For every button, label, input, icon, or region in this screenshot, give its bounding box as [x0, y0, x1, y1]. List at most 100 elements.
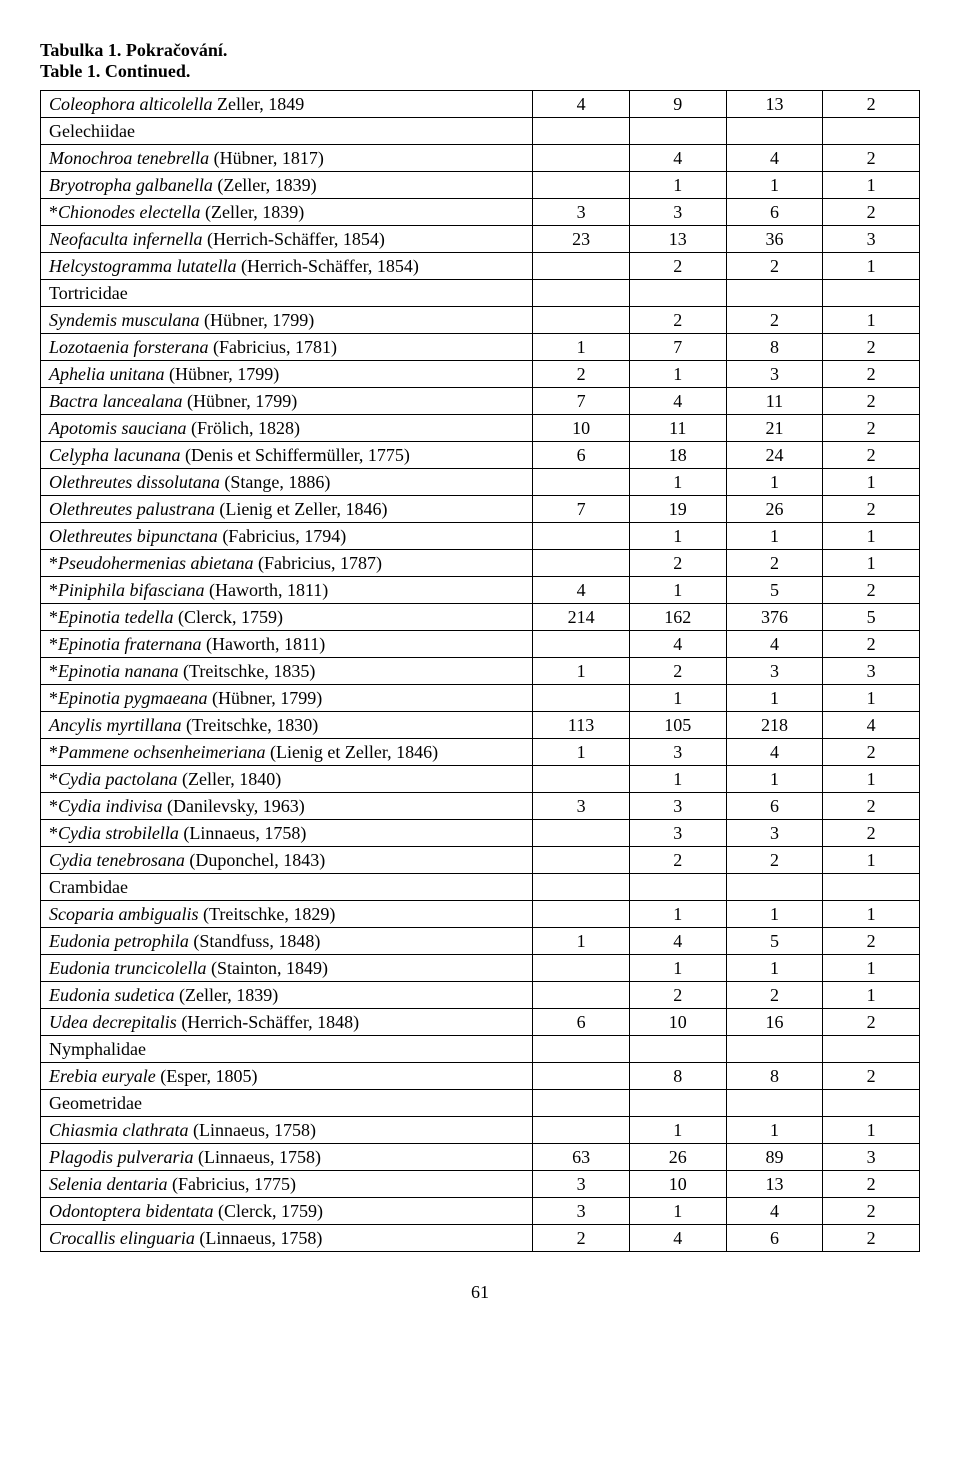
value-cell: 1 [629, 685, 726, 712]
value-cell: 5 [823, 604, 920, 631]
value-cell: 1 [823, 523, 920, 550]
table-row: Neofaculta infernella (Herrich-Schäffer,… [41, 226, 920, 253]
caption-line-1: Tabulka 1. Pokračování. [40, 40, 920, 61]
value-cell: 2 [726, 253, 823, 280]
value-cell: 4 [533, 91, 630, 118]
value-cell [726, 1036, 823, 1063]
value-cell: 1 [629, 1117, 726, 1144]
value-cell [533, 982, 630, 1009]
table-row: Erebia euryale (Esper, 1805)882 [41, 1063, 920, 1090]
value-cell [726, 280, 823, 307]
value-cell: 2 [823, 199, 920, 226]
species-name-cell: Neofaculta infernella (Herrich-Schäffer,… [41, 226, 533, 253]
table-row: Cydia tenebrosana (Duponchel, 1843)221 [41, 847, 920, 874]
value-cell: 4 [823, 712, 920, 739]
value-cell: 3 [629, 820, 726, 847]
value-cell: 3 [533, 1198, 630, 1225]
species-name-cell: Monochroa tenebrella (Hübner, 1817) [41, 145, 533, 172]
value-cell: 1 [823, 766, 920, 793]
value-cell: 23 [533, 226, 630, 253]
value-cell: 2 [823, 1171, 920, 1198]
value-cell: 4 [629, 388, 726, 415]
species-name-cell: Geometridae [41, 1090, 533, 1117]
value-cell: 1 [726, 1117, 823, 1144]
value-cell: 3 [823, 226, 920, 253]
value-cell [533, 253, 630, 280]
table-row: *Pammene ochsenheimeriana (Lienig et Zel… [41, 739, 920, 766]
value-cell: 1 [629, 766, 726, 793]
species-table: Coleophora alticolella Zeller, 184949132… [40, 90, 920, 1252]
value-cell: 2 [629, 658, 726, 685]
value-cell: 1 [629, 955, 726, 982]
table-row: Plagodis pulveraria (Linnaeus, 1758)6326… [41, 1144, 920, 1171]
table-row: Bactra lancealana (Hübner, 1799)74112 [41, 388, 920, 415]
species-name-cell: *Cydia strobilella (Linnaeus, 1758) [41, 820, 533, 847]
table-row: Eudonia sudetica (Zeller, 1839)221 [41, 982, 920, 1009]
value-cell: 3 [629, 199, 726, 226]
species-name-cell: Olethreutes bipunctana (Fabricius, 1794) [41, 523, 533, 550]
table-row: Eudonia petrophila (Standfuss, 1848)1452 [41, 928, 920, 955]
species-name-cell: *Epinotia pygmaeana (Hübner, 1799) [41, 685, 533, 712]
value-cell: 2 [823, 820, 920, 847]
value-cell: 3 [533, 199, 630, 226]
value-cell [533, 1090, 630, 1117]
value-cell: 2 [629, 550, 726, 577]
species-name-cell: Bryotropha galbanella (Zeller, 1839) [41, 172, 533, 199]
value-cell: 6 [533, 1009, 630, 1036]
value-cell: 13 [726, 91, 823, 118]
value-cell: 63 [533, 1144, 630, 1171]
value-cell: 1 [533, 658, 630, 685]
value-cell: 214 [533, 604, 630, 631]
table-row: *Pseudohermenias abietana (Fabricius, 17… [41, 550, 920, 577]
table-row: *Epinotia fraternana (Haworth, 1811)442 [41, 631, 920, 658]
table-row: *Epinotia nanana (Treitschke, 1835)1233 [41, 658, 920, 685]
caption-line-2: Table 1. Continued. [40, 61, 920, 82]
species-name-cell: *Cydia pactolana (Zeller, 1840) [41, 766, 533, 793]
value-cell [533, 280, 630, 307]
value-cell: 3 [629, 739, 726, 766]
value-cell: 2 [823, 577, 920, 604]
value-cell [533, 1036, 630, 1063]
value-cell [533, 847, 630, 874]
species-name-cell: Apotomis sauciana (Frölich, 1828) [41, 415, 533, 442]
value-cell: 1 [823, 253, 920, 280]
species-name-cell: Eudonia truncicolella (Stainton, 1849) [41, 955, 533, 982]
value-cell [823, 118, 920, 145]
value-cell: 105 [629, 712, 726, 739]
value-cell: 4 [726, 1198, 823, 1225]
table-row: Bryotropha galbanella (Zeller, 1839)111 [41, 172, 920, 199]
value-cell: 7 [629, 334, 726, 361]
species-name-cell: Coleophora alticolella Zeller, 1849 [41, 91, 533, 118]
value-cell: 1 [823, 955, 920, 982]
table-row: Nymphalidae [41, 1036, 920, 1063]
value-cell: 10 [533, 415, 630, 442]
species-name-cell: Gelechiidae [41, 118, 533, 145]
value-cell: 1 [629, 1198, 726, 1225]
value-cell: 3 [823, 658, 920, 685]
value-cell: 13 [726, 1171, 823, 1198]
value-cell [533, 172, 630, 199]
table-row: *Chionodes electella (Zeller, 1839)3362 [41, 199, 920, 226]
value-cell: 218 [726, 712, 823, 739]
value-cell: 1 [823, 847, 920, 874]
species-name-cell: *Epinotia nanana (Treitschke, 1835) [41, 658, 533, 685]
value-cell: 6 [726, 1225, 823, 1252]
value-cell: 2 [823, 739, 920, 766]
table-row: Apotomis sauciana (Frölich, 1828)1011212 [41, 415, 920, 442]
species-name-cell: Tortricidae [41, 280, 533, 307]
value-cell: 2 [629, 847, 726, 874]
species-name-cell: Erebia euryale (Esper, 1805) [41, 1063, 533, 1090]
value-cell: 36 [726, 226, 823, 253]
value-cell: 2 [823, 91, 920, 118]
value-cell [629, 874, 726, 901]
table-row: Celypha lacunana (Denis et Schiffermülle… [41, 442, 920, 469]
table-row: Crambidae [41, 874, 920, 901]
value-cell: 162 [629, 604, 726, 631]
value-cell: 8 [726, 1063, 823, 1090]
value-cell: 4 [726, 739, 823, 766]
value-cell: 11 [726, 388, 823, 415]
value-cell [823, 280, 920, 307]
species-name-cell: Plagodis pulveraria (Linnaeus, 1758) [41, 1144, 533, 1171]
value-cell: 2 [533, 1225, 630, 1252]
value-cell: 2 [823, 496, 920, 523]
